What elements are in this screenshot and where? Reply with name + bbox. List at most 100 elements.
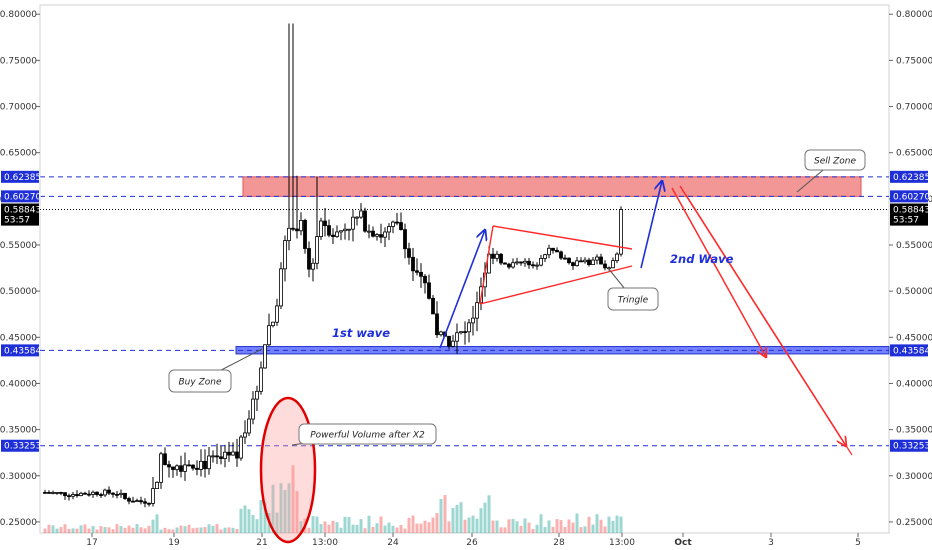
candle-down (559, 251, 563, 259)
y-tick-label: 0.70000 (0, 103, 37, 113)
volume-bar (115, 524, 119, 533)
candle-down (307, 248, 311, 270)
candle-down (399, 222, 403, 231)
candle-down (519, 261, 523, 264)
candle-down (87, 493, 91, 496)
candle-up (459, 331, 463, 334)
candle-up (263, 344, 267, 369)
volume-bar (543, 527, 547, 533)
y-tick-label: 0.50000 (0, 287, 37, 297)
candle-down (115, 493, 119, 496)
candle-up (71, 494, 75, 497)
y-tick-label: 0.80000 (896, 10, 932, 20)
candle-up (119, 492, 123, 495)
volume-bar (283, 489, 287, 533)
y-tick-label: 0.35000 (0, 426, 37, 436)
candle-up (103, 489, 107, 496)
candle-down (171, 466, 175, 470)
candle-down (463, 331, 467, 334)
candle-down (191, 464, 195, 469)
volume-bar (495, 520, 499, 533)
candle-up (183, 464, 187, 472)
volume-bar (391, 525, 395, 533)
volume-bar (551, 526, 555, 533)
volume-bar (411, 515, 415, 533)
volume-bar (51, 525, 55, 533)
candle-down (179, 465, 183, 472)
volume-bar (455, 505, 459, 533)
candle-up (55, 491, 59, 494)
volume-bar (299, 521, 303, 533)
volume-bar (119, 526, 123, 533)
price-tag-label: 0.62385 (893, 173, 930, 183)
candle-up (231, 451, 235, 456)
candle-up (315, 236, 319, 264)
volume-bar (219, 529, 223, 533)
x-tick-label: 28 (553, 538, 565, 548)
triangle-lower-line (479, 265, 633, 305)
volume-bar (195, 527, 199, 533)
candle-up (51, 492, 55, 494)
candle-up (79, 492, 83, 497)
volume-bar (607, 516, 611, 533)
volume-bar (131, 527, 135, 533)
price-tag-label: 0.33253 (893, 442, 930, 452)
buy-zone-callout-text: Buy Zone (179, 378, 222, 388)
candle-down (67, 495, 71, 498)
volume-bar (503, 527, 507, 533)
y-tick-label: 0.40000 (0, 379, 37, 389)
volume-bar (583, 526, 587, 533)
candle-up (535, 264, 539, 267)
x-tick-label: 13:00 (312, 538, 338, 548)
candle-up (255, 390, 259, 400)
volume-bar (363, 528, 367, 533)
candle-down (203, 460, 207, 470)
volume-bar (395, 527, 399, 533)
volume-bar (127, 525, 131, 533)
volume-bar (451, 508, 455, 533)
price-tag (890, 203, 928, 216)
candle-up (475, 302, 479, 319)
volume-bar (611, 520, 615, 533)
volume-bar (139, 527, 143, 533)
volume-bar (111, 529, 115, 533)
volume-bar (231, 527, 235, 533)
volume-bar (571, 522, 575, 533)
volume-bar (387, 522, 391, 533)
candle-down (75, 494, 79, 497)
candle-down (331, 234, 335, 237)
x-tick-label: Oct (674, 538, 692, 548)
volume-bar (407, 517, 411, 533)
candle-down (147, 502, 151, 505)
volume-bar (223, 527, 227, 533)
candle-up (355, 216, 359, 219)
volume-bar (419, 523, 423, 533)
candle-up (391, 221, 395, 227)
volume-bar (347, 517, 351, 533)
candle-up (387, 226, 391, 233)
volume-bar (323, 521, 327, 533)
volume-bar (567, 519, 571, 533)
volume-bar (575, 513, 579, 533)
volume-bar (431, 517, 435, 533)
grid (39, 4, 890, 534)
second-wave-arrow (640, 181, 662, 269)
price-tag (890, 439, 928, 452)
volume-bar (247, 509, 251, 533)
volume-bar (555, 519, 559, 533)
price-tag-label: 0.43584 (4, 346, 41, 356)
volume-bar (183, 526, 187, 533)
candle-up (591, 259, 595, 266)
price-tag-label: 53:57 (893, 216, 919, 226)
candle-up (375, 234, 379, 237)
sell-arrow-1 (671, 187, 766, 357)
candle-up (495, 253, 499, 259)
volume-bar (591, 524, 595, 533)
volume-bar (447, 521, 451, 533)
candle-down (527, 260, 531, 266)
volume-bar (375, 523, 379, 533)
candles (43, 23, 623, 508)
volume-bar (71, 528, 75, 533)
